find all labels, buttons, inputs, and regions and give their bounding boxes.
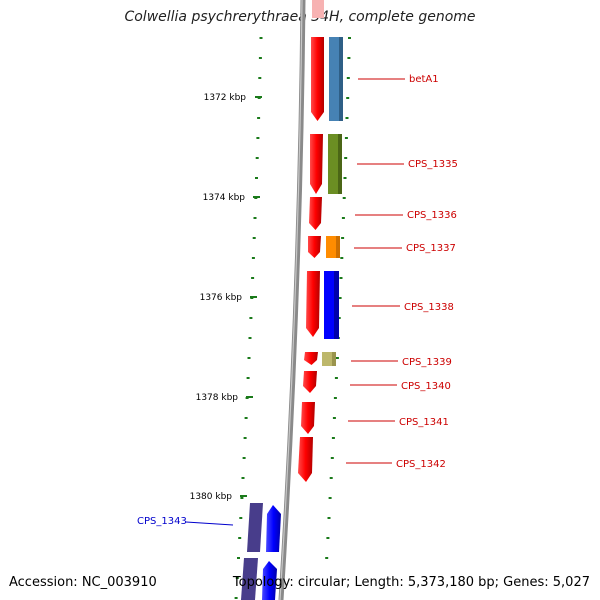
guide-dot-left-25	[238, 537, 242, 539]
gene-bar-lower[interactable]	[241, 558, 258, 600]
guide-dot-left-28	[234, 597, 238, 599]
guide-dot-left-27	[235, 577, 239, 579]
gene-label-cps-1343[interactable]: CPS_1343	[137, 516, 187, 527]
guide-dot-left-24	[239, 517, 243, 519]
gene-category-bars	[322, 37, 343, 366]
gene-bar-cps-1339-shade	[332, 352, 336, 366]
guide-dot-right-12	[339, 277, 343, 279]
tick-label-1376: 1376 kbp	[200, 293, 243, 303]
guide-dot-right-19	[332, 417, 336, 419]
guide-dot-right-20	[331, 437, 335, 439]
gene-bar-cps-1335-shade	[338, 134, 342, 194]
guide-dot-right-26	[325, 557, 329, 559]
guide-dot-right-11	[340, 257, 344, 259]
guide-dot-right-9	[341, 217, 345, 219]
gene-arrow-cps-1343[interactable]	[266, 505, 281, 552]
gene-labels: betA1 CPS_1335 CPS_1336 CPS_1337 CPS_133…	[137, 74, 458, 527]
guide-dot-right-13	[338, 297, 342, 299]
guide-dot-left-5	[256, 137, 260, 139]
gene-label-cps-1337[interactable]: CPS_1337	[406, 243, 456, 254]
guide-dot-left-1	[258, 57, 262, 59]
guide-dot-left-2	[258, 77, 262, 79]
guide-dot-left-26	[237, 557, 240, 559]
gene-cps-1343-group	[241, 503, 281, 600]
guide-dot-left-11	[251, 257, 255, 259]
map-title: Colwellia psychrerythraea 34H, complete …	[124, 9, 476, 25]
tick-label-1372: 1372 kbp	[204, 93, 247, 103]
strand-arrows	[298, 37, 324, 482]
gene-arrow-cps-1337[interactable]	[308, 236, 321, 258]
guide-dot-left-19	[244, 417, 248, 419]
guide-dot-left-0	[259, 37, 263, 39]
guide-dot-right-24	[327, 517, 331, 519]
gene-arrow-cps-1340[interactable]	[303, 371, 317, 393]
gene-label-cps-1335[interactable]: CPS_1335	[408, 159, 458, 170]
gene-arrow-cps-1335[interactable]	[310, 134, 323, 194]
guide-dot-left-12	[251, 277, 255, 279]
gene-arrow-betA1[interactable]	[311, 37, 324, 121]
guide-dot-left-17	[246, 377, 250, 379]
guide-dot-right-2	[346, 77, 350, 79]
coordinate-ticks: 1372 kbp 1374 kbp 1376 kbp 1378 kbp 1380…	[190, 93, 262, 502]
gene-label-cps-1342[interactable]: CPS_1342	[396, 459, 446, 470]
guide-dot-left-15	[248, 337, 252, 339]
gene-arrow-cps-1342[interactable]	[298, 437, 313, 482]
guide-dot-right-0	[348, 37, 351, 39]
gene-label-cps-1336[interactable]: CPS_1336	[407, 210, 457, 221]
guide-dot-left-6	[255, 157, 259, 159]
gene-label-cps-1339[interactable]: CPS_1339	[402, 357, 452, 368]
gene-bar-cps-1338-shade	[334, 271, 339, 339]
guide-dot-right-4	[345, 117, 349, 119]
genome-backbone-highlight	[279, 0, 303, 600]
guide-dot-right-25	[326, 537, 330, 539]
guide-dot-right-17	[334, 377, 338, 379]
guide-dot-left-7	[255, 177, 258, 179]
leader-line-cps-1343	[185, 521, 234, 526]
gene-bar-cps-1343[interactable]	[247, 503, 263, 552]
guide-dot-right-16	[335, 357, 339, 359]
gene-arrow-cps-1336[interactable]	[309, 197, 322, 230]
gene-bar-cps-1337-shade	[336, 236, 340, 258]
guide-dot-right-23	[328, 497, 332, 499]
guide-dot-right-14	[337, 317, 341, 319]
topology-text: Topology: circular; Length: 5,373,180 bp…	[232, 575, 590, 590]
guide-dot-left-14	[249, 317, 253, 319]
guide-dot-left-4	[257, 117, 261, 119]
gene-arrow-top	[312, 0, 324, 18]
guide-dot-right-6	[344, 157, 348, 159]
tick-label-1374: 1374 kbp	[203, 193, 246, 203]
guide-dot-right-22	[329, 477, 333, 479]
gene-arrow-cps-1339[interactable]	[304, 352, 318, 365]
genome-backbone	[278, 0, 306, 600]
guide-dot-left-10	[252, 237, 256, 239]
tick-label-1378: 1378 kbp	[196, 393, 239, 403]
guide-dot-right-1	[347, 57, 351, 59]
accession-text: Accession: NC_003910	[9, 575, 157, 590]
guide-dot-left-9	[253, 217, 257, 219]
gene-arrow-lower[interactable]	[262, 561, 277, 600]
guide-dot-right-18	[333, 397, 337, 399]
gene-label-cps-1338[interactable]: CPS_1338	[404, 302, 454, 313]
guide-dot-right-8	[342, 197, 346, 199]
guide-dot-right-7	[343, 177, 347, 179]
gene-label-cps-1340[interactable]: CPS_1340	[401, 381, 451, 392]
guide-dot-left-20	[243, 437, 247, 439]
gene-arrow-cps-1338[interactable]	[306, 271, 320, 337]
guide-dot-right-3	[346, 97, 350, 99]
guide-dot-left-16	[247, 357, 251, 359]
gene-arrow-cps-1341[interactable]	[301, 402, 315, 434]
guide-dot-left-22	[241, 477, 245, 479]
gene-label-cps-1341[interactable]: CPS_1341	[399, 417, 449, 428]
tick-label-1380: 1380 kbp	[190, 492, 233, 502]
guide-dot-left-23	[240, 497, 244, 499]
guide-dot-left-21	[242, 457, 246, 459]
gene-label-betA1[interactable]: betA1	[409, 74, 439, 85]
guide-dot-right-10	[341, 237, 345, 239]
guide-dot-right-21	[330, 457, 334, 459]
guide-dot-right-5	[344, 137, 348, 139]
gene-bar-betA1-shade	[339, 37, 343, 121]
